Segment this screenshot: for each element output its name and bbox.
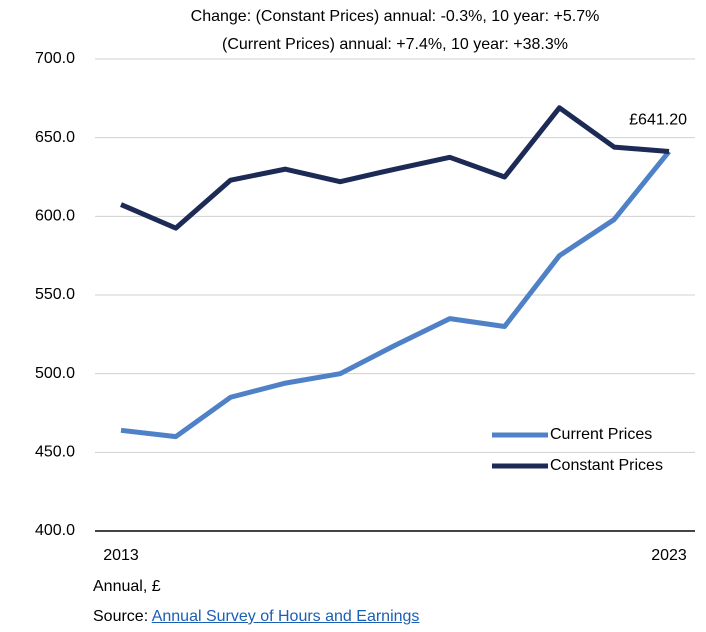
y-tick-label: 450.0 — [35, 444, 75, 461]
note: Annual, £ — [93, 578, 161, 595]
chart-title: Change: (Constant Prices) annual: -0.3%,… — [191, 8, 600, 25]
source-link[interactable]: Annual Survey of Hours and Earnings — [151, 608, 420, 625]
x-tick-label: 2013 — [103, 547, 139, 564]
annotation: £641.20 — [629, 112, 687, 129]
y-tick-label: 650.0 — [35, 129, 75, 146]
y-tick-label: 400.0 — [35, 522, 75, 539]
y-tick-label: 600.0 — [35, 208, 75, 225]
x-tick-label: 2023 — [651, 547, 687, 564]
source-prefix: Source: — [93, 608, 149, 625]
series-line — [120, 105, 670, 231]
y-tick-label: 500.0 — [35, 365, 75, 382]
y-tick-label: 550.0 — [35, 286, 75, 303]
source: Source: Annual Survey of Hours and Earni… — [93, 602, 419, 632]
y-tick-label: 700.0 — [35, 50, 75, 67]
series-line — [120, 149, 671, 440]
legend-label: Current Prices — [550, 426, 652, 443]
chart-subtitle: (Current Prices) annual: +7.4%, 10 year:… — [222, 36, 568, 53]
legend-label: Constant Prices — [550, 457, 663, 474]
footer: Annual, £ Source: Annual Survey of Hours… — [93, 572, 419, 632]
chart: Change: (Constant Prices) annual: -0.3%,… — [35, 8, 695, 564]
